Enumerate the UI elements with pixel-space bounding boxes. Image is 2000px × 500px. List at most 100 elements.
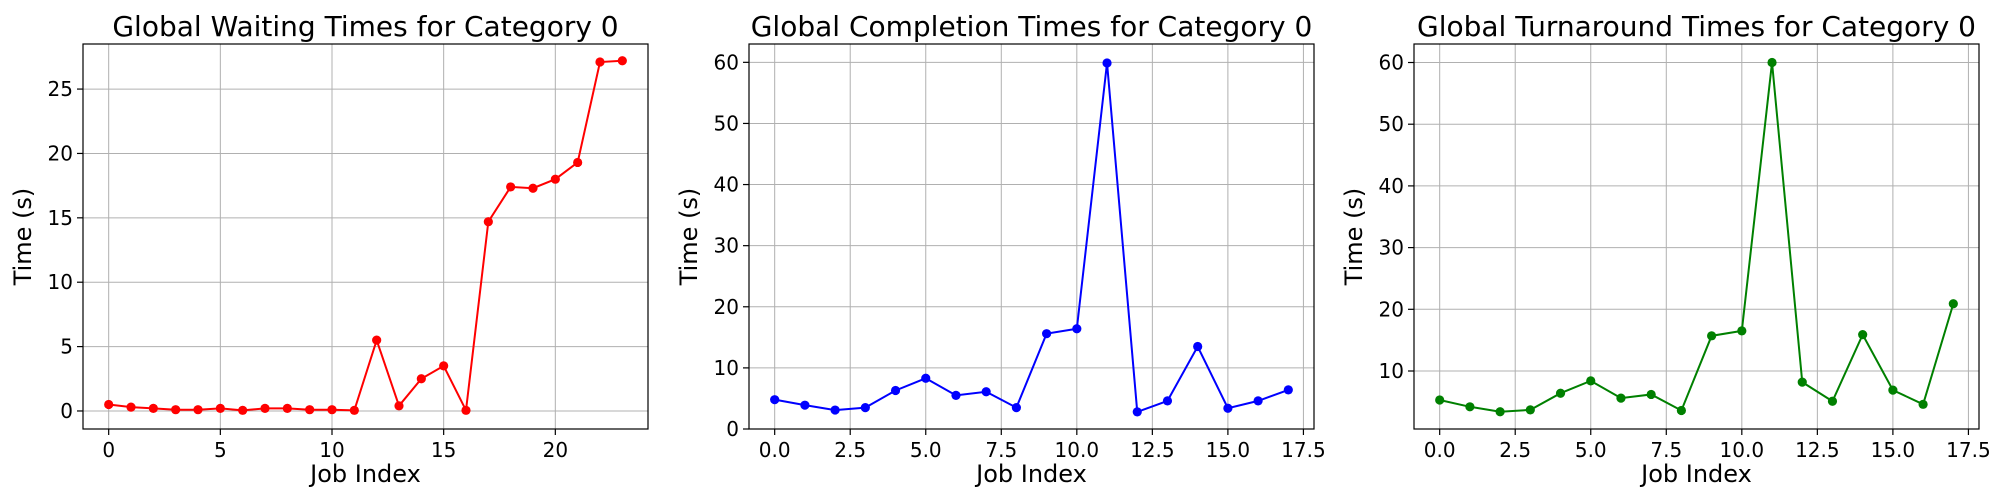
completion-data-point-14	[1193, 341, 1203, 352]
waiting-data-point-8	[282, 403, 292, 413]
completion-data-point-16	[1253, 396, 1263, 406]
turnaround-data-point-7	[1646, 389, 1656, 400]
turnaround-data-point-4	[1555, 388, 1566, 398]
waiting-data-point-6	[238, 405, 248, 415]
completion-x-tick-label-0: 0.0	[759, 438, 791, 462]
turnaround-data-point-6	[1616, 393, 1626, 403]
waiting-axes-frame	[82, 43, 649, 430]
waiting-data-point-14	[416, 374, 426, 384]
waiting-y-tick-label-1: 5	[60, 335, 73, 359]
turnaround-data-point-15	[1888, 385, 1898, 395]
waiting-data-point-19	[528, 183, 538, 193]
completion-x-tick-label-7: 17.5	[1281, 438, 1326, 462]
waiting-data-point-11	[349, 405, 359, 415]
waiting-data-point-13	[394, 401, 404, 411]
waiting-data-point-23	[617, 56, 627, 66]
completion-x-tick-label-5: 12.5	[1130, 438, 1175, 462]
waiting-data-point-22	[595, 57, 605, 67]
turnaround-chart-title: Global Turnaround Times for Category 0	[1417, 10, 1976, 43]
waiting-y-tick-label-5: 25	[48, 77, 73, 101]
completion-y-tick-label-4: 40	[714, 173, 739, 197]
turnaround-y-tick-label-1: 20	[1379, 297, 1404, 321]
turnaround-x-tick-label-7: 17.5	[1946, 438, 1991, 462]
completion-y-tick-label-2: 20	[714, 295, 739, 319]
waiting-x-tick-label-2: 10	[319, 438, 344, 462]
completion-data-point-6	[951, 390, 961, 400]
turnaround-axes-frame	[1413, 43, 1980, 430]
completion-y-tick-label-3: 30	[714, 234, 739, 258]
waiting-data-point-4	[193, 405, 203, 415]
completion-data-point-10	[1072, 324, 1082, 334]
turnaround-x-tick-label-3: 7.5	[1650, 438, 1682, 462]
waiting-data-point-0	[104, 399, 114, 410]
waiting-data-point-12	[372, 335, 382, 345]
turnaround-x-tick-label-2: 5.0	[1575, 438, 1607, 462]
turnaround-data-point-16	[1918, 399, 1928, 409]
turnaround-x-tick-label-1: 2.5	[1499, 438, 1531, 462]
turnaround-y-tick-label-4: 50	[1379, 112, 1404, 136]
turnaround-y-tick-label-5: 60	[1379, 51, 1404, 75]
turnaround-data-point-10	[1737, 326, 1747, 336]
waiting-data-point-10	[327, 405, 337, 415]
completion-y-tick-label-5: 50	[714, 111, 739, 135]
turnaround-data-point-11	[1767, 57, 1777, 68]
completion-chart-title: Global Completion Times for Category 0	[751, 10, 1313, 43]
waiting-chart-panel: 0 5 10 15 20 0 5 10 15 20 25 Global Waiting Times f…	[9, 10, 649, 488]
turnaround-y-tick-label-0: 10	[1379, 359, 1404, 383]
completion-chart-panel: 0.0 2.5 5.0 7.5 10.0 12.5 15.0 17.5 0 10 20 30 40 50 6…	[675, 10, 1326, 488]
turnaround-y-tick-label-2: 30	[1379, 236, 1404, 260]
waiting-data-point-5	[215, 403, 225, 413]
waiting-y-tick-label-3: 15	[48, 206, 73, 230]
turnaround-data-point-1	[1465, 402, 1475, 412]
turnaround-data-point-0	[1435, 395, 1445, 405]
turnaround-data-point-13	[1827, 396, 1838, 406]
completion-data-point-9	[1042, 329, 1052, 339]
waiting-data-point-17	[483, 217, 493, 227]
waiting-y-tick-label-4: 20	[48, 141, 73, 165]
completion-series-line	[774, 62, 1289, 414]
waiting-chart-title: Global Waiting Times for Category 0	[112, 10, 618, 43]
turnaround-x-tick-label-0: 0.0	[1424, 438, 1456, 462]
turnaround-data-point-3	[1525, 405, 1535, 415]
waiting-x-axis-label: Job Index	[308, 460, 421, 488]
completion-data-point-12	[1132, 407, 1142, 417]
turnaround-data-point-9	[1707, 331, 1717, 341]
turnaround-y-axis-label: Time (s)	[1340, 188, 1368, 287]
completion-x-tick-label-4: 10.0	[1055, 438, 1100, 462]
completion-y-tick-label-1: 10	[714, 356, 739, 380]
waiting-x-tick-label-0: 0	[102, 438, 115, 462]
waiting-y-tick-label-0: 0	[60, 399, 73, 423]
completion-x-tick-label-2: 5.0	[910, 438, 942, 462]
waiting-data-point-18	[506, 182, 516, 192]
waiting-data-point-9	[305, 405, 315, 415]
completion-data-point-17	[1283, 385, 1293, 395]
turnaround-x-tick-label-6: 15.0	[1871, 438, 1916, 462]
completion-data-point-4	[890, 385, 901, 396]
waiting-data-point-3	[171, 405, 181, 415]
turnaround-data-point-14	[1858, 330, 1868, 340]
turnaround-x-axis-label: Job Index	[1639, 460, 1752, 488]
waiting-y-axis-label: Time (s)	[9, 188, 37, 287]
waiting-data-point-20	[550, 174, 560, 184]
completion-data-point-3	[860, 403, 870, 413]
completion-y-tick-label-0: 0	[726, 417, 739, 441]
turnaround-data-point-12	[1797, 377, 1807, 387]
completion-data-point-15	[1223, 403, 1233, 413]
completion-data-point-1	[800, 400, 810, 410]
turnaround-x-tick-label-5: 12.5	[1795, 438, 1840, 462]
turnaround-data-point-2	[1495, 407, 1505, 417]
completion-y-tick-label-6: 60	[714, 50, 739, 74]
turnaround-data-point-8	[1676, 405, 1686, 416]
turnaround-series-line	[1439, 62, 1955, 413]
completion-y-axis-label: Time (s)	[675, 188, 703, 287]
turnaround-data-point-5	[1586, 376, 1596, 386]
waiting-data-point-15	[439, 361, 449, 371]
waiting-x-tick-label-3: 15	[431, 438, 456, 462]
turnaround-y-tick-label-3: 40	[1379, 174, 1404, 198]
completion-x-tick-label-6: 15.0	[1206, 438, 1251, 462]
turnaround-chart-panel: 0.0 2.5 5.0 7.5 10.0 12.5 15.0 17.5 10 20 30 40 50 60…	[1340, 10, 1991, 488]
waiting-data-point-1	[126, 402, 136, 412]
waiting-y-tick-label-2: 10	[48, 270, 73, 294]
